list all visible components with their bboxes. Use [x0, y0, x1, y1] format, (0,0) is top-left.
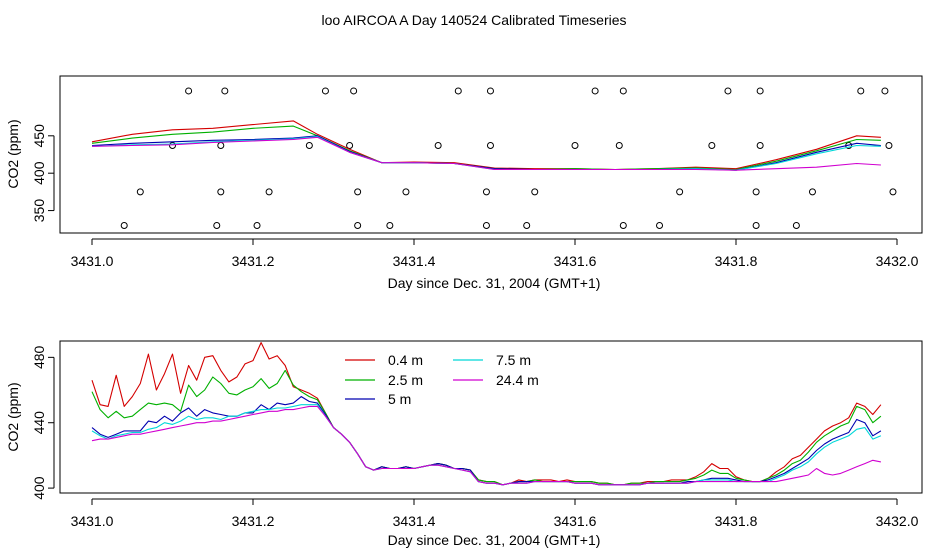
marker-point: [265, 188, 273, 196]
x-tick-label: 3431.0: [71, 253, 114, 269]
panel-bottom: 3431.0 3431.2 3431.4 3431.6 3431.8 3432.0 400…: [5, 340, 923, 548]
marker-point: [792, 222, 800, 230]
marker-point: [354, 222, 362, 230]
marker-point: [136, 188, 144, 196]
x-tick-label: 3431.6: [554, 513, 597, 529]
series-line-1: [91, 369, 882, 486]
y-tick-label: 350: [31, 199, 47, 223]
series-line-2: [91, 396, 882, 486]
marker-point: [434, 142, 442, 150]
marker-point: [350, 87, 358, 95]
y-axis-label-bottom: CO2 (ppm): [5, 382, 21, 451]
panel-top: 3431.0 3431.2 3431.4 3431.6 3431.8 3432.0 350…: [5, 75, 923, 291]
marker-point: [756, 142, 764, 150]
figure-title: loo AIRCOA A Day 140524 Calibrated Times…: [321, 12, 626, 28]
marker-point: [354, 188, 362, 196]
marker-point: [571, 142, 579, 150]
y-axis-bottom: 400 440 480: [31, 345, 55, 500]
marker-point: [169, 142, 176, 150]
marker-point: [881, 87, 889, 95]
marker-point: [185, 87, 193, 95]
marker-point: [724, 87, 732, 95]
x-tick-label: 3431.2: [232, 253, 275, 269]
x-tick-label: 3431.4: [393, 513, 436, 529]
x-axis-bottom: 3431.0 3431.2 3431.4 3431.6 3431.8 3432.0: [71, 498, 919, 529]
series-group-bottom: [91, 342, 882, 486]
x-axis-top: 3431.0 3431.2 3431.4 3431.6 3431.8 3432.0: [71, 238, 919, 269]
marker-point: [591, 87, 599, 95]
x-tick-label: 3432.0: [876, 513, 919, 529]
y-tick-label: 480: [31, 345, 47, 369]
marker-point: [120, 222, 128, 230]
legend: 0.4 m 2.5 m 5 m 7.5 m 24.4 m: [345, 352, 539, 407]
x-tick-label: 3432.0: [876, 253, 919, 269]
marker-point: [253, 222, 261, 230]
marker-point: [857, 87, 865, 95]
marker-point: [321, 87, 329, 95]
x-axis-label-top: Day since Dec. 31, 2004 (GMT+1): [388, 275, 601, 291]
marker-point: [531, 188, 539, 196]
marker-point: [213, 222, 221, 230]
marker-point: [221, 87, 229, 95]
series-line-3: [91, 404, 882, 486]
y-axis-top: 350 400 450: [31, 124, 55, 223]
marker-point: [217, 142, 225, 150]
series-line-4: [91, 136, 881, 171]
legend-label-0: 0.4 m: [388, 352, 423, 368]
x-tick-label: 3431.8: [715, 253, 758, 269]
x-tick-label: 3431.8: [715, 513, 758, 529]
legend-label-3: 7.5 m: [496, 352, 531, 368]
marker-point: [217, 188, 225, 196]
y-tick-label: 400: [31, 161, 47, 185]
marker-point: [752, 222, 760, 230]
marker-point: [402, 188, 410, 196]
legend-label-1: 2.5 m: [388, 372, 423, 388]
y-tick-label: 450: [31, 124, 47, 148]
marker-point: [619, 222, 627, 230]
marker-point: [615, 142, 623, 150]
marker-point: [676, 188, 684, 196]
series-group-top: [91, 120, 881, 171]
marker-point: [523, 222, 531, 230]
x-tick-label: 3431.4: [393, 253, 436, 269]
marker-point: [808, 188, 816, 196]
y-axis-label-top: CO2 (ppm): [5, 119, 21, 188]
marker-point: [752, 188, 760, 196]
series-line-2: [91, 135, 881, 171]
marker-point: [756, 87, 764, 95]
marker-point: [482, 222, 490, 230]
marker-point: [346, 142, 354, 150]
marker-point: [708, 142, 716, 150]
plot-frame-top: [59, 75, 923, 234]
legend-label-2: 5 m: [388, 391, 411, 407]
series-line-4: [91, 405, 882, 486]
x-tick-label: 3431.2: [232, 513, 275, 529]
marker-point: [305, 142, 313, 150]
legend-label-4: 24.4 m: [496, 372, 539, 388]
marker-point: [619, 87, 627, 95]
y-tick-label: 440: [31, 411, 47, 435]
marker-point: [656, 222, 664, 230]
marker-point: [885, 142, 893, 150]
y-tick-label: 400: [31, 476, 47, 500]
x-tick-label: 3431.0: [71, 513, 114, 529]
series-line-0: [91, 120, 881, 171]
plot-frame-bottom: [59, 340, 923, 494]
marker-group-top: [120, 87, 897, 230]
marker-point: [889, 188, 897, 196]
marker-point: [486, 87, 494, 95]
marker-point: [386, 222, 394, 230]
marker-point: [482, 188, 490, 196]
series-line-0: [91, 342, 882, 486]
x-tick-label: 3431.6: [554, 253, 597, 269]
x-axis-label-bottom: Day since Dec. 31, 2004 (GMT+1): [388, 532, 601, 548]
marker-point: [486, 142, 494, 150]
marker-point: [454, 87, 462, 95]
